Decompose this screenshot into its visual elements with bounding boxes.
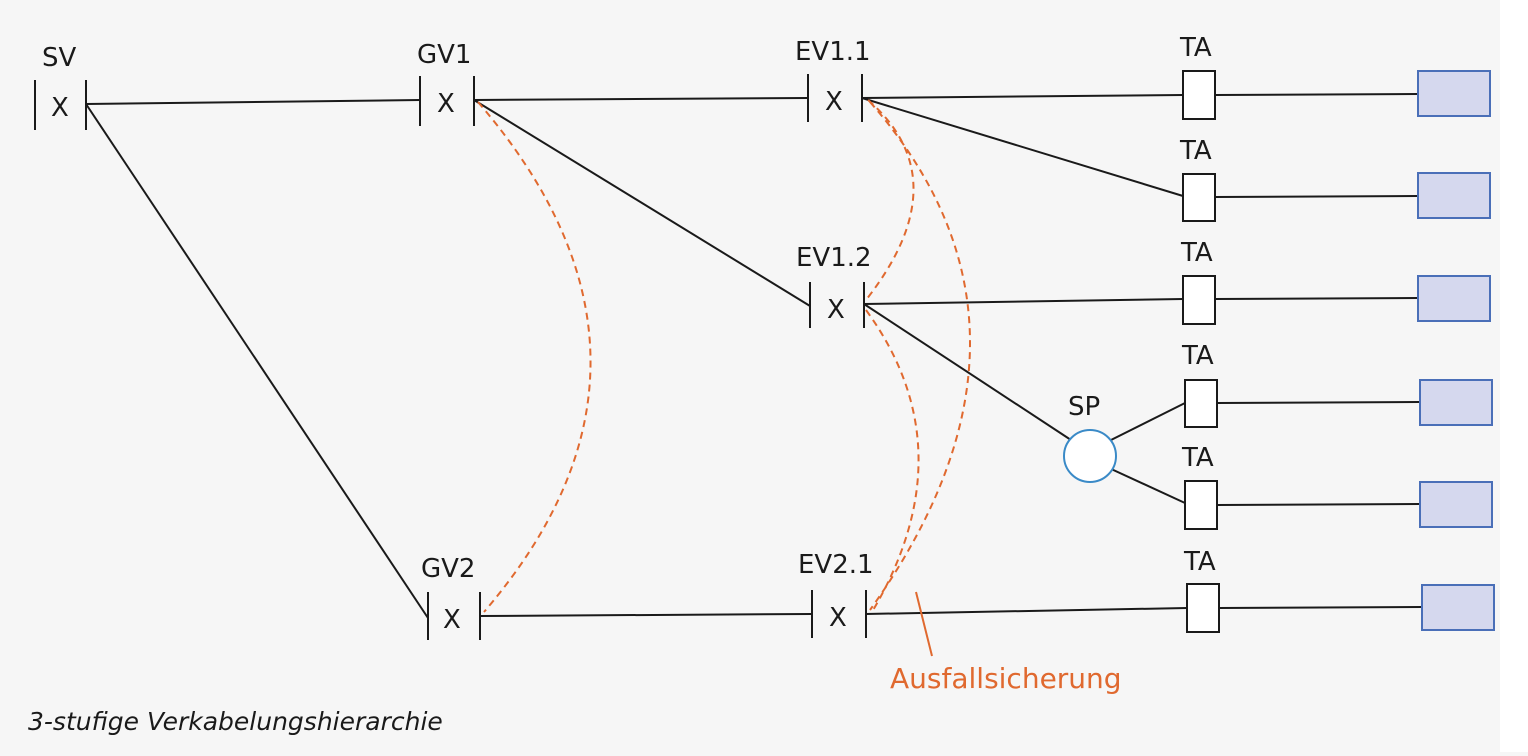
outlet-ta-6: TA — [1183, 547, 1220, 633]
outlet-label: TA — [1181, 443, 1214, 473]
outlet-box — [1184, 379, 1218, 428]
distributor-label: GV1 — [417, 40, 471, 70]
splitter-circle — [1063, 429, 1117, 483]
distributor-gv1: GV1 X — [417, 40, 475, 126]
distributor-label: SV — [42, 43, 77, 73]
failover-arc-gv1-gv2 — [477, 101, 592, 613]
outlet-ta-1: TA — [1179, 33, 1216, 120]
failover-arcs — [477, 99, 971, 613]
link-ev12-ta3 — [863, 298, 1184, 305]
splitter-label: SP — [1068, 392, 1100, 422]
link-gv1-ev12 — [473, 99, 811, 307]
failover-arc-ev12-ev21 — [865, 309, 920, 613]
outlet-label: TA — [1181, 341, 1214, 371]
distributor-ev21: EV2.1 X — [798, 550, 874, 638]
outlet-label: TA — [1179, 33, 1212, 63]
failover-arc-ev11-ev21-outer — [869, 101, 971, 611]
distributor-ev11: EV1.1 X — [795, 37, 871, 122]
link-ev12-sp — [863, 303, 1072, 441]
outlet-ta-4: TA — [1181, 341, 1218, 428]
link-gv2-ev21 — [479, 613, 813, 617]
link-sp-ta5 — [1108, 467, 1186, 504]
outlet-label: TA — [1180, 238, 1213, 268]
link-ev21-ta6 — [865, 607, 1188, 615]
link-ev11-ta2 — [861, 97, 1184, 197]
outlet-label: TA — [1179, 136, 1212, 166]
link-ta5-device5 — [1216, 503, 1421, 506]
distributor-label: EV2.1 — [798, 550, 874, 580]
splitter-sp: SP — [1063, 392, 1117, 483]
distributor-mark: X — [437, 89, 455, 119]
failover-arc-ev11-ev12 — [865, 99, 915, 301]
distributor-sv: SV X — [34, 43, 87, 130]
link-sp-ta4 — [1110, 402, 1186, 441]
distributor-mark: X — [827, 295, 845, 325]
end-device-2 — [1417, 172, 1491, 219]
link-ta4-device4 — [1216, 401, 1421, 404]
link-sv-gv2 — [85, 103, 429, 619]
outlet-box — [1182, 275, 1216, 325]
distributor-mark: X — [829, 603, 847, 633]
callout-pointer — [915, 591, 933, 657]
end-device-1 — [1417, 70, 1491, 117]
figure-caption: 3-stufige Verkabelungshierarchie — [28, 707, 443, 736]
page-edge — [1500, 0, 1528, 752]
outlet-box — [1182, 173, 1216, 222]
link-gv1-ev11 — [473, 97, 809, 101]
distributor-gv2: GV2 X — [421, 554, 481, 640]
link-ta3-device3 — [1214, 297, 1419, 300]
link-ta1-device1 — [1214, 93, 1419, 96]
distributor-mark: X — [51, 93, 69, 123]
end-devices — [1417, 70, 1495, 631]
distributor-label: EV1.1 — [795, 37, 871, 67]
outlet-ta-2: TA — [1179, 136, 1216, 222]
distributor-mark: X — [443, 605, 461, 635]
outlet-box — [1182, 70, 1216, 120]
end-device-4 — [1419, 379, 1493, 426]
distributor-ev12: EV1.2 X — [796, 243, 872, 328]
link-ta2-device2 — [1214, 195, 1419, 198]
link-ev11-ta1 — [861, 94, 1184, 99]
link-sv-gv1 — [85, 99, 421, 105]
distributor-label: EV1.2 — [796, 243, 872, 273]
outlet-ta-3: TA — [1180, 238, 1216, 325]
outlet-ta-5: TA — [1181, 443, 1218, 530]
distributor-label: GV2 — [421, 554, 475, 584]
end-device-3 — [1417, 275, 1491, 322]
outlet-box — [1186, 583, 1220, 633]
outlet-box — [1184, 480, 1218, 530]
end-device-5 — [1419, 481, 1493, 528]
end-device-6 — [1421, 584, 1495, 631]
link-ta6-device6 — [1218, 606, 1423, 609]
distributor-mark: X — [825, 87, 843, 117]
outlet-label: TA — [1183, 547, 1216, 577]
wiring — [85, 93, 1423, 619]
failover-label: Ausfallsicherung — [890, 662, 1122, 695]
failover-callout: Ausfallsicherung — [890, 591, 1122, 695]
